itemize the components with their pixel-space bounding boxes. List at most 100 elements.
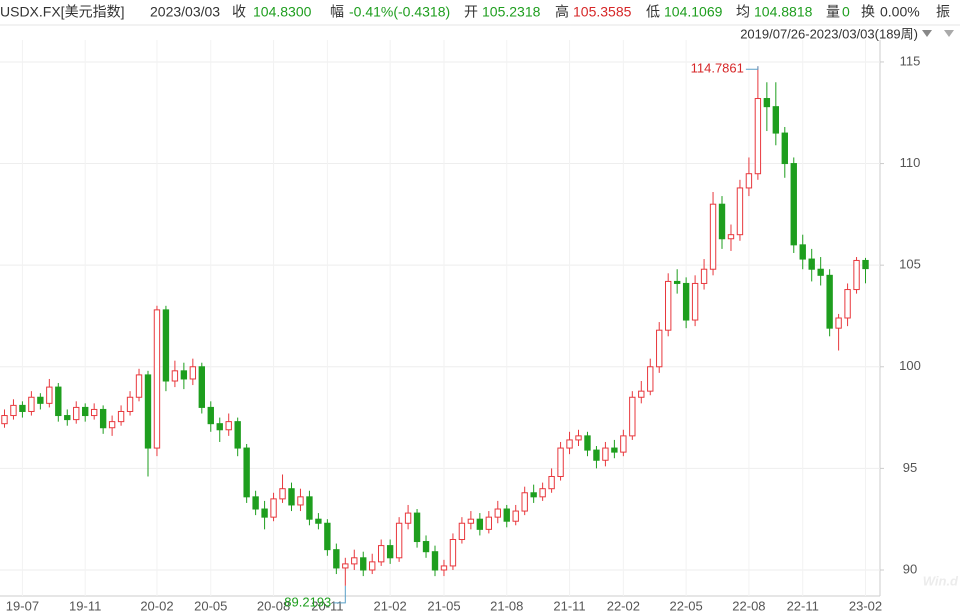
- candle-body: [252, 496, 259, 510]
- header-field: 0: [842, 4, 850, 20]
- candle-body: [162, 309, 170, 382]
- candle-body: [458, 522, 466, 541]
- candle-body: [279, 488, 286, 500]
- candle-body: [682, 282, 690, 321]
- candle-body: [99, 408, 107, 429]
- candle-body: [297, 496, 304, 506]
- header-field: 105.3585: [573, 4, 632, 20]
- header-field: 0.00%: [880, 4, 920, 20]
- candle-body: [351, 557, 358, 565]
- candle-body: [19, 404, 26, 412]
- candle-body: [342, 563, 349, 569]
- candle-body: [853, 259, 860, 291]
- y-tick-label: 100: [899, 358, 921, 373]
- candle-body: [718, 203, 726, 240]
- candle-body: [198, 366, 205, 408]
- candle-body: [144, 374, 152, 449]
- candle-body: [413, 512, 421, 543]
- x-tick-label: 23-02: [849, 598, 882, 613]
- candle-body: [243, 447, 250, 498]
- candle-body: [602, 447, 609, 461]
- header-field: 开: [464, 4, 478, 20]
- candle-body: [189, 366, 197, 380]
- candle-body: [835, 317, 842, 329]
- header-field: 104.8818: [754, 4, 813, 20]
- candle-body: [620, 435, 627, 453]
- candle-body: [422, 541, 430, 553]
- candle-body: [153, 309, 161, 449]
- header-field: 104.8300: [253, 4, 312, 20]
- candle-body: [593, 449, 600, 461]
- candle-body: [530, 492, 537, 498]
- candle-body: [10, 404, 17, 417]
- candle-body: [790, 163, 797, 246]
- header-field: 收: [232, 4, 246, 20]
- candle-body: [826, 274, 833, 329]
- candle-body: [772, 106, 780, 134]
- candle-body: [234, 421, 241, 449]
- candle-body: [727, 234, 735, 240]
- y-tick-label: 90: [903, 561, 917, 576]
- x-tick-label: 20-08: [257, 598, 290, 613]
- candle-body: [673, 280, 681, 284]
- candle-body: [216, 423, 223, 431]
- candle-body: [638, 390, 645, 398]
- date-range: 2019/07/26-2023/03/03(189周): [740, 26, 918, 41]
- candle-body: [46, 386, 53, 404]
- candle-body: [171, 370, 179, 382]
- candle-body: [700, 268, 708, 284]
- candle-body: [90, 408, 98, 417]
- candle-body: [28, 396, 35, 412]
- candle-body: [557, 447, 564, 478]
- candle-body: [431, 551, 439, 571]
- header-field: 换: [861, 4, 875, 20]
- candle-body: [377, 545, 385, 563]
- header-field: 均: [736, 4, 750, 20]
- candle-body: [135, 374, 143, 398]
- candle-body: [808, 258, 815, 270]
- candle-body: [736, 187, 744, 236]
- candle-body: [817, 268, 824, 276]
- candle-body: [799, 244, 806, 260]
- header-field: 104.1069: [664, 4, 723, 20]
- y-tick-label: 95: [903, 460, 917, 475]
- candle-body: [117, 410, 125, 423]
- header-field: 量: [826, 4, 840, 20]
- candle-body: [449, 539, 457, 567]
- candle-body: [440, 565, 448, 571]
- candle-body: [656, 329, 663, 368]
- candle-body: [629, 396, 636, 437]
- annotation: 114.7861: [691, 61, 744, 76]
- x-tick-label: 20-05: [194, 598, 227, 613]
- candle-body: [404, 512, 412, 524]
- candle-body: [494, 508, 501, 518]
- y-tick-label: 115: [900, 53, 921, 68]
- x-tick-label: 21-02: [374, 598, 407, 613]
- x-tick-label: 22-11: [787, 598, 819, 613]
- candle-body: [548, 476, 555, 490]
- candle-body: [55, 386, 62, 417]
- candle-body: [754, 98, 762, 175]
- candle-body: [611, 447, 618, 453]
- watermark: Win.d: [923, 573, 959, 588]
- x-tick-label: 20-11: [311, 598, 343, 613]
- candle-body: [82, 406, 89, 417]
- candle-body: [467, 518, 475, 524]
- x-tick-label: 21-05: [427, 598, 460, 613]
- candle-body: [665, 280, 672, 331]
- candle-body: [503, 508, 510, 522]
- candle-body: [306, 496, 313, 520]
- candle-body: [844, 289, 851, 319]
- candle-body: [745, 173, 753, 189]
- x-tick-label: 22-05: [670, 598, 703, 613]
- candle-body: [386, 545, 394, 559]
- candle-body: [485, 516, 493, 530]
- candle-body: [575, 435, 582, 441]
- candle-body: [324, 522, 331, 551]
- candle-body: [521, 492, 528, 512]
- candle-body: [225, 421, 232, 431]
- x-tick-label: 21-11: [553, 598, 585, 613]
- candle-body: [862, 259, 869, 270]
- dropdown-icon: [944, 30, 954, 37]
- candle-body: [180, 370, 188, 380]
